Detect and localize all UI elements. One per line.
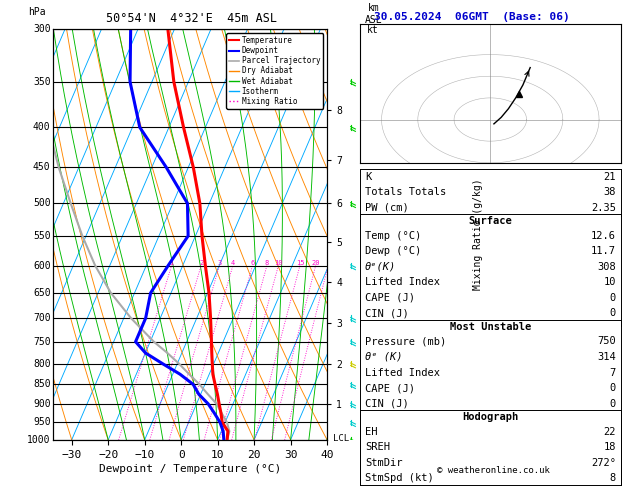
Text: Lifted Index: Lifted Index [365,367,440,378]
Text: 600: 600 [33,260,50,271]
Text: 3: 3 [217,260,221,265]
Text: SREH: SREH [365,442,390,452]
Text: K: K [365,172,371,182]
Text: 850: 850 [33,380,50,389]
Text: 2.35: 2.35 [591,203,616,213]
Text: 22: 22 [603,427,616,436]
Text: 0: 0 [610,309,616,318]
Text: CIN (J): CIN (J) [365,399,409,409]
Text: Surface: Surface [469,216,512,226]
Text: 18: 18 [603,442,616,452]
Text: 750: 750 [33,337,50,347]
X-axis label: Dewpoint / Temperature (°C): Dewpoint / Temperature (°C) [99,464,281,474]
Text: 10: 10 [274,260,282,265]
Text: hPa: hPa [28,7,46,17]
Legend: Temperature, Dewpoint, Parcel Trajectory, Dry Adiabat, Wet Adiabat, Isotherm, Mi: Temperature, Dewpoint, Parcel Trajectory… [226,33,323,109]
Text: 21: 21 [603,172,616,182]
Text: PW (cm): PW (cm) [365,203,409,213]
Text: © weatheronline.co.uk: © weatheronline.co.uk [437,466,550,475]
Text: 500: 500 [33,198,50,208]
Text: 10: 10 [603,278,616,287]
Text: StmDir: StmDir [365,458,403,468]
Text: kt: kt [367,25,379,35]
Text: 12.6: 12.6 [591,231,616,241]
Text: 800: 800 [33,359,50,369]
Text: 8: 8 [265,260,269,265]
Text: 4: 4 [231,260,235,265]
Text: CAPE (J): CAPE (J) [365,293,415,303]
Text: 6: 6 [250,260,255,265]
Text: 350: 350 [33,77,50,87]
Text: StmSpd (kt): StmSpd (kt) [365,473,433,483]
Text: 20: 20 [311,260,320,265]
Text: 0: 0 [610,399,616,409]
Text: 950: 950 [33,417,50,427]
Text: Temp (°C): Temp (°C) [365,231,421,241]
Text: 272°: 272° [591,458,616,468]
Text: Totals Totals: Totals Totals [365,187,446,197]
Text: 15: 15 [296,260,304,265]
Text: 7: 7 [610,367,616,378]
Text: LCL: LCL [333,434,348,443]
Text: 308: 308 [597,262,616,272]
Text: CIN (J): CIN (J) [365,309,409,318]
Text: 1000: 1000 [27,435,50,445]
Text: Pressure (mb): Pressure (mb) [365,336,446,347]
Text: 0: 0 [610,383,616,393]
Text: Hodograph: Hodograph [462,412,518,422]
Text: 700: 700 [33,313,50,323]
Text: 900: 900 [33,399,50,409]
Text: CAPE (J): CAPE (J) [365,383,415,393]
Text: 550: 550 [33,231,50,241]
Text: 750: 750 [597,336,616,347]
Text: EH: EH [365,427,377,436]
Text: 8: 8 [610,473,616,483]
Text: 38: 38 [603,187,616,197]
Text: 1: 1 [169,260,174,265]
Text: 11.7: 11.7 [591,246,616,256]
Text: 400: 400 [33,122,50,132]
Text: km
ASL: km ASL [365,3,382,25]
Text: Lifted Index: Lifted Index [365,278,440,287]
Text: 2: 2 [199,260,203,265]
Text: 650: 650 [33,288,50,298]
Text: θᵉ(K): θᵉ(K) [365,262,396,272]
Text: Most Unstable: Most Unstable [450,322,531,331]
Text: 300: 300 [33,24,50,34]
Text: 30.05.2024  06GMT  (Base: 06): 30.05.2024 06GMT (Base: 06) [374,12,570,22]
Text: Dewp (°C): Dewp (°C) [365,246,421,256]
Text: 0: 0 [610,293,616,303]
Text: 50°54'N  4°32'E  45m ASL: 50°54'N 4°32'E 45m ASL [106,12,277,25]
Text: 314: 314 [597,352,616,362]
Text: Mixing Ratio (g/kg): Mixing Ratio (g/kg) [472,179,482,290]
Text: 450: 450 [33,162,50,173]
Text: θᵉ (K): θᵉ (K) [365,352,403,362]
